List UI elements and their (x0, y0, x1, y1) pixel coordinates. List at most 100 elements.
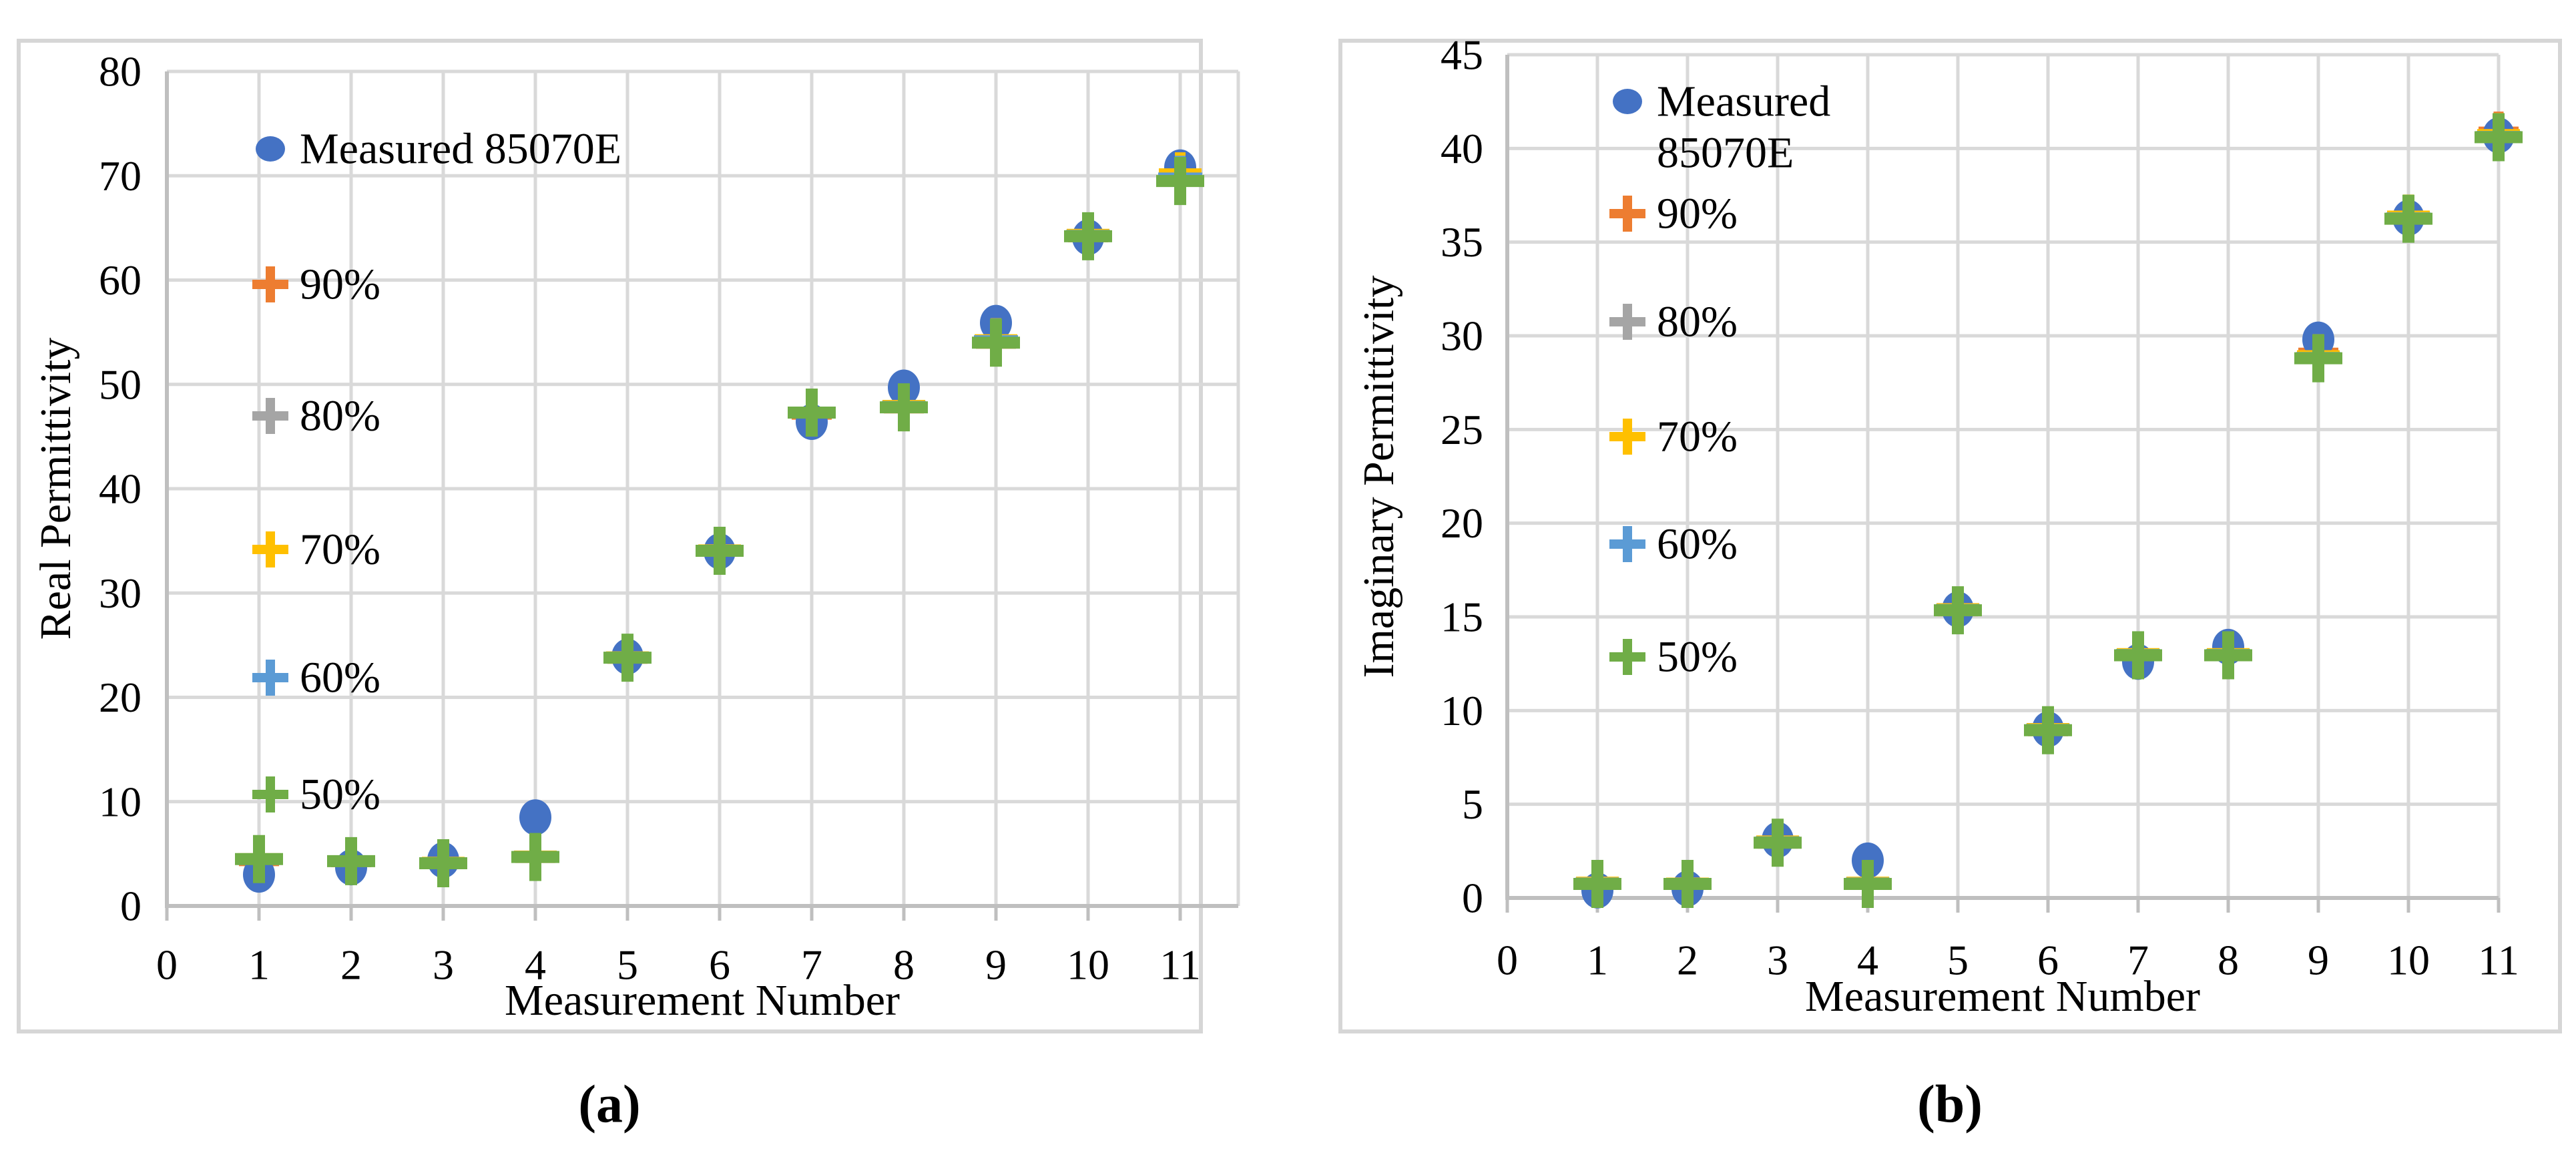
gridlines-a (167, 69, 1240, 906)
y-tick-label: 30 (99, 569, 142, 617)
y-tick-label: 45 (1441, 31, 1483, 79)
gridlines-b (1507, 53, 2501, 898)
legend-label: 85070E (1657, 129, 1794, 178)
legend-label: 60% (1657, 520, 1738, 569)
y-tick-label: 10 (1441, 687, 1483, 734)
data-point-plus (511, 833, 559, 881)
x-tick-label: 11 (1160, 941, 1201, 989)
series-50--b (1573, 113, 2523, 908)
axes-a (165, 71, 1238, 921)
data-point-plus (1064, 212, 1112, 260)
x-tick-label: 7 (2127, 937, 2149, 984)
x-tick-label: 4 (525, 941, 546, 989)
y-axis-title-b: Imaginary Permittivity (1354, 275, 1403, 678)
legend-item-80-: 80% (252, 392, 380, 441)
legend-label: 90% (300, 260, 380, 309)
legend-plus-icon (1609, 419, 1645, 455)
y-axis-title-a: Real Permittivity (31, 337, 80, 640)
y-tick-label: 50 (99, 361, 142, 408)
x-axis-title-a: Measurement Number (505, 976, 900, 1025)
legend-plus-icon (1609, 639, 1645, 675)
caption-b: (b) (1917, 1075, 1983, 1134)
legend-plus-icon (1609, 304, 1645, 340)
legend-label: 60% (300, 654, 380, 702)
data-point-plus (1663, 859, 1712, 908)
y-tick-label: 20 (99, 674, 142, 721)
y-tick-label: 80 (99, 48, 142, 95)
x-tick-label: 4 (1857, 937, 1878, 984)
legend-plus-icon (1609, 526, 1645, 562)
legend-plus-icon (252, 660, 288, 696)
legend-plus-icon (1609, 196, 1645, 232)
legend-item-measured-85070e: Measured 85070E (256, 125, 621, 174)
data-point-plus (972, 318, 1020, 367)
y-tick-label: 15 (1441, 594, 1483, 641)
legend-item-70-: 70% (252, 525, 380, 574)
y-tick-label: 70 (99, 152, 142, 200)
legend-plus-icon (252, 531, 288, 567)
x-tick-label: 11 (2478, 937, 2519, 984)
legend-item-60-: 60% (1609, 520, 1738, 569)
y-tick-label: 0 (1462, 875, 1483, 922)
legend-label: 50% (1657, 633, 1738, 682)
legend-item-80-: 80% (1609, 298, 1738, 346)
legend-label: 70% (1657, 413, 1738, 461)
caption-a: (a) (578, 1075, 641, 1134)
legend-plus-icon (252, 398, 288, 434)
x-tick-label: 1 (1587, 937, 1608, 984)
data-point-plus (1573, 859, 1621, 908)
x-tick-label: 5 (617, 941, 638, 989)
x-tick-label: 8 (2218, 937, 2239, 984)
y-tick-label: 25 (1441, 406, 1483, 453)
x-tick-label: 6 (709, 941, 730, 989)
data-point-plus (2384, 194, 2432, 243)
y-tick-label: 30 (1441, 312, 1483, 360)
legend-label: 80% (1657, 298, 1738, 346)
legend-label: 90% (1657, 190, 1738, 238)
x-tick-label: 8 (893, 941, 915, 989)
data-point-plus (2294, 334, 2342, 383)
data-point-plus (1156, 157, 1204, 206)
data-point-plus (880, 383, 928, 432)
legend-plus-icon (252, 776, 288, 812)
x-tick-label: 9 (2308, 937, 2329, 984)
x-tick-label: 5 (1947, 937, 1969, 984)
data-point-plus (1934, 586, 1982, 635)
y-tick-label: 20 (1441, 499, 1483, 547)
legend-label: Measured (1657, 77, 1830, 126)
legend-item-50-: 50% (1609, 633, 1738, 682)
x-tick-label: 10 (1067, 941, 1109, 989)
data-point-plus (1754, 819, 1802, 867)
y-tick-label: 10 (99, 778, 142, 825)
y-tick-label: 40 (1441, 125, 1483, 172)
data-point-plus (419, 839, 467, 887)
x-tick-label: 1 (248, 941, 270, 989)
y-tick-label: 0 (120, 883, 142, 930)
x-tick-label: 7 (801, 941, 822, 989)
data-point-plus (603, 634, 652, 682)
x-tick-label: 6 (2037, 937, 2059, 984)
data-point-circle (519, 799, 551, 836)
legend-item-90-: 90% (252, 260, 380, 309)
data-point-plus (2475, 113, 2523, 162)
data-point-plus (2114, 631, 2162, 680)
legend-item-60-: 60% (252, 654, 380, 702)
tick-labels-a: 0 10 20 30 40 50 60 70 80 0 1 2 3 4 5 6 7 8 9 10 11 (99, 48, 1201, 989)
legend-item-70-: 70% (1609, 413, 1738, 461)
data-point-plus (235, 835, 283, 883)
legend-label: 50% (300, 770, 380, 819)
y-tick-label: 40 (99, 465, 142, 513)
x-tick-label: 3 (433, 941, 454, 989)
legend-label: 70% (300, 525, 380, 574)
x-tick-label: 0 (1497, 937, 1518, 984)
series-50--a (235, 157, 1204, 887)
x-tick-label: 10 (2387, 937, 2430, 984)
data-point-plus (1844, 859, 1892, 908)
y-tick-label: 60 (99, 256, 142, 304)
chart-panel-b (1338, 39, 2562, 1033)
legend-plus-icon (252, 266, 288, 302)
legend-label: Measured 85070E (300, 125, 621, 174)
